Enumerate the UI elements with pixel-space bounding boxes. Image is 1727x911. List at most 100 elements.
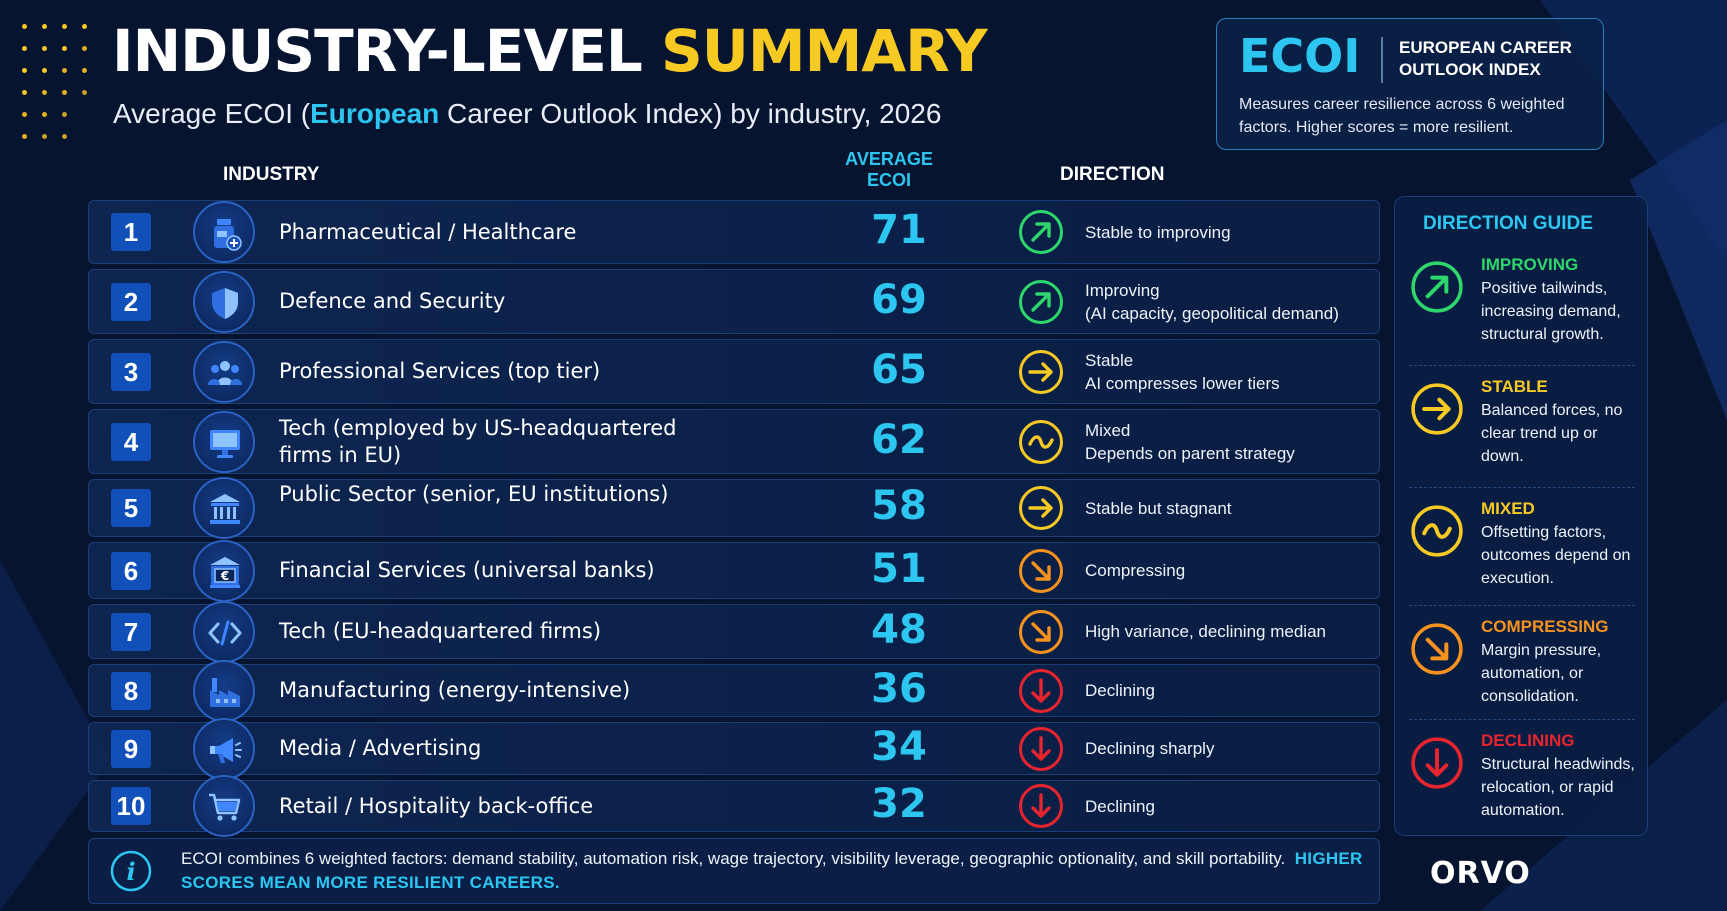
direction-text-main: Declining: [1085, 681, 1155, 700]
guide-item-improving: IMPROVING Positive tailwinds, increasing …: [1409, 255, 1635, 355]
orvo-logo: ORVO: [1430, 856, 1531, 891]
industry-name: Tech (EU-headquartered firms): [279, 619, 602, 643]
direction-stable-icon: [1017, 348, 1065, 396]
guide-item-compressing: COMPRESSING Margin pressure, automation, …: [1409, 617, 1635, 717]
guide-label: DECLINING: [1481, 731, 1575, 750]
rank-badge: 3: [111, 352, 151, 391]
code-icon: [193, 600, 255, 663]
guide-item-mixed: MIXED Offsetting factors, outcomes depend…: [1409, 499, 1635, 599]
institution-building-icon: [193, 477, 255, 539]
direction-mixed-icon: [1017, 418, 1065, 466]
decorative-dot: [62, 46, 67, 51]
decorative-dot: [82, 68, 87, 73]
title-part-2: SUMMARY: [660, 17, 988, 85]
info-icon: i: [110, 850, 152, 892]
direction-improving-icon: [1017, 278, 1065, 326]
direction-text-main: Mixed: [1085, 420, 1131, 440]
decorative-dot: [22, 46, 27, 51]
subtitle-highlight: European: [310, 98, 440, 129]
direction-text-main: Stable: [1085, 350, 1134, 370]
guide-separator: [1409, 719, 1635, 720]
decorative-dot: [62, 112, 67, 117]
guide-separator: [1409, 605, 1635, 606]
rank-badge: 8: [111, 671, 151, 710]
guide-improving-icon: [1409, 259, 1465, 315]
rank-badge: 6: [111, 551, 151, 590]
decorative-dot: [82, 90, 87, 95]
decorative-dot: [42, 68, 47, 73]
ecoi-description: Measures career resilience across 6 weig…: [1239, 96, 1565, 136]
rank-badge: 1: [111, 213, 151, 251]
industry-name: Manufacturing (energy-intensive): [279, 678, 631, 702]
footnote-text: ECOI combines 6 weighted factors: demand…: [181, 847, 1371, 895]
ecoi-score: 71: [871, 207, 927, 253]
direction-declining-icon: [1017, 782, 1065, 830]
direction-text: Stable AI compresses lower tiers: [1085, 349, 1375, 395]
guide-label: IMPROVING: [1481, 255, 1579, 274]
decorative-dot: [82, 24, 87, 29]
direction-text-main: Compressing: [1085, 561, 1186, 580]
direction-declining-icon: [1017, 725, 1065, 773]
table-row: 9 Media / Advertising 34 Declining sharply: [88, 717, 1380, 780]
direction-text: Improving (AI capacity, geopolitical dema…: [1085, 279, 1375, 325]
direction-improving-icon: [1017, 208, 1065, 256]
column-header-industry: INDUSTRY: [223, 164, 320, 185]
rank-badge: 2: [111, 282, 151, 321]
svg-text:i: i: [126, 857, 135, 886]
decorative-dot: [62, 90, 67, 95]
decorative-dot: [42, 46, 47, 51]
table-row: 1 Pharmaceutical / Healthcare 71 Stable to …: [88, 200, 1380, 264]
guide-compressing-icon: [1409, 621, 1465, 677]
direction-text-detail: (AI capacity, geopolitical demand): [1085, 303, 1339, 323]
industry-name: Financial Services (universal banks): [279, 558, 655, 582]
guide-stable-icon: [1409, 381, 1465, 437]
direction-text-main: Declining: [1085, 796, 1155, 816]
guide-description: Structural headwinds, relocation, or rap…: [1481, 756, 1635, 819]
ecoi-score: 48: [871, 606, 927, 653]
decorative-dot: [22, 112, 27, 117]
direction-text-detail: Depends on parent strategy: [1085, 443, 1295, 463]
ecoi-full-name: EUROPEAN CAREER OUTLOOK INDEX: [1399, 38, 1572, 79]
rank-badge: 4: [111, 422, 151, 461]
svg-text:€: €: [220, 569, 229, 583]
direction-text-main: High variance, declining median: [1085, 622, 1326, 641]
ecoi-score: 65: [871, 346, 927, 393]
guide-description: Balanced forces, no clear trend up or do…: [1481, 402, 1623, 465]
monitor-icon: [193, 410, 255, 473]
guide-item-stable: STABLE Balanced forces, no clear trend up…: [1409, 377, 1635, 477]
guide-description: Margin pressure, automation, or consolid…: [1481, 642, 1602, 705]
rank-badge: 7: [111, 612, 151, 651]
industry-name: Public Sector (senior, EU institutions): [279, 482, 669, 506]
ecoi-score: 62: [871, 416, 927, 463]
industry-name: Professional Services (top tier): [279, 359, 601, 383]
industry-table: 1 Pharmaceutical / Healthcare 71 Stable to …: [88, 200, 1380, 837]
direction-text: Stable to improving: [1085, 221, 1375, 244]
guide-label: STABLE: [1481, 377, 1548, 396]
shield-icon: [193, 270, 255, 333]
direction-text: Declining: [1085, 795, 1375, 818]
guide-description: Positive tailwinds, increasing demand, s…: [1481, 280, 1621, 343]
table-row: 3 Professional Services (top tier) 65 Stabl…: [88, 339, 1380, 404]
rank-badge: 10: [111, 787, 151, 825]
table-row: 5 Public Sector (senior, EU institutions)…: [88, 477, 1380, 539]
ecoi-abbreviation: ECOI: [1239, 29, 1361, 83]
guide-label: COMPRESSING: [1481, 617, 1609, 636]
table-row: 2 Defence and Security 69 Improving (AI capa…: [88, 269, 1380, 334]
industry-name: Media / Advertising: [279, 736, 482, 760]
people-group-icon: [193, 340, 255, 403]
direction-text-main: Improving: [1085, 280, 1160, 300]
direction-text-main: Declining sharply: [1085, 739, 1215, 758]
rank-badge: 5: [111, 489, 151, 527]
decorative-dot: [42, 134, 47, 139]
decorative-dot: [62, 134, 67, 139]
table-row: 6 € Financial Services (universal banks) 51…: [88, 539, 1380, 602]
factory-icon: [193, 659, 255, 722]
column-header-average-ecoi: AVERAGE ECOI: [829, 149, 949, 191]
direction-compressing-icon: [1017, 547, 1065, 595]
direction-text-main: Stable to improving: [1085, 222, 1231, 242]
decorative-dot: [62, 68, 67, 73]
direction-stable-icon: [1017, 484, 1065, 532]
decorative-dot: [42, 90, 47, 95]
industry-name: Tech (employed by US-headquartered firms…: [279, 415, 677, 467]
direction-text: Stable but stagnant: [1085, 497, 1375, 520]
